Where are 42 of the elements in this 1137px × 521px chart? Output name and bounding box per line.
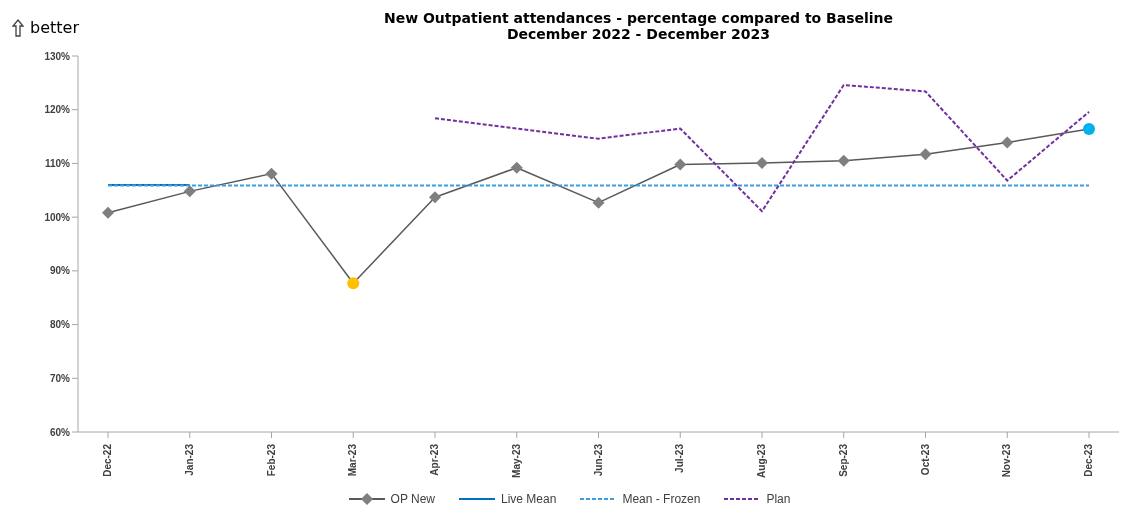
point <box>592 196 605 209</box>
x-tick-label: Mar-23 <box>347 443 359 477</box>
point <box>919 148 932 161</box>
x-tick-label: Nov-23 <box>1001 443 1013 478</box>
y-tick-label: 80% <box>49 319 71 331</box>
x-tick-label: Apr-23 <box>429 443 441 476</box>
x-tick-label: Jul-23 <box>674 443 686 473</box>
legend-label: Live Mean <box>501 492 557 506</box>
point <box>265 167 278 180</box>
legend-label: Mean - Frozen <box>622 492 701 506</box>
x-tick-label: Aug-23 <box>756 443 768 478</box>
point <box>674 158 687 171</box>
x-tick-label: Dec-23 <box>1083 443 1095 477</box>
x-tick-label: Sep-23 <box>837 443 849 477</box>
legend-label: Plan <box>766 492 791 506</box>
y-tick-label: 60% <box>49 426 71 438</box>
x-tick-label: Jan-23 <box>183 443 195 476</box>
point <box>102 206 114 219</box>
y-tick-label: 130% <box>44 50 71 62</box>
point <box>510 161 523 174</box>
point <box>1083 123 1095 136</box>
point <box>183 185 196 198</box>
x-tick-label: Jun-23 <box>592 443 604 477</box>
y-tick-label: 120% <box>44 104 71 116</box>
text: better <box>30 18 79 37</box>
point <box>756 156 768 169</box>
x-tick-label: Dec-22 <box>102 443 114 477</box>
point <box>837 154 850 167</box>
y-tick-label: 90% <box>49 265 71 277</box>
legend-label: OP New <box>390 492 436 506</box>
point <box>347 277 360 290</box>
point <box>1001 136 1014 149</box>
y-tick-label: 70% <box>49 372 71 384</box>
x-tick-label: Feb-23 <box>265 443 277 477</box>
x-tick-label: May-23 <box>510 443 522 478</box>
point <box>429 191 441 204</box>
chart-subtitle: December 2022 - December 2023 <box>505 26 772 42</box>
y-tick-label: 110% <box>44 157 71 169</box>
chart-title: New Outpatient attendances - percentage compared to Baseline <box>382 10 895 26</box>
line-series <box>434 84 1090 213</box>
x-tick-label: Oct-23 <box>919 443 931 476</box>
y-tick-label: 100% <box>44 211 71 223</box>
